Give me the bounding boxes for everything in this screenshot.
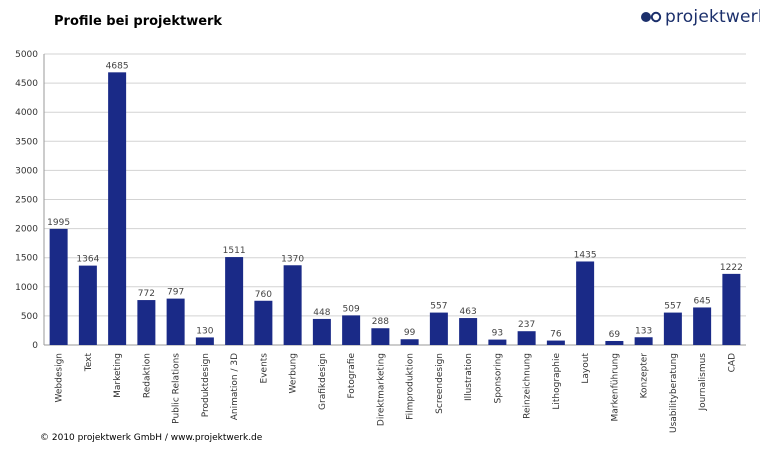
x-tick-label: Usabilityberatung: [669, 353, 679, 433]
x-tick-label: Fotografie: [347, 353, 357, 399]
x-tick-label: Grafikdesign: [318, 353, 328, 410]
copyright-footer: © 2010 projektwerk GmbH / www.projektwer…: [40, 433, 263, 443]
data-label: 130: [196, 326, 213, 336]
x-tick-label: Illustration: [464, 353, 474, 401]
x-tick-label: Sponsoring: [493, 353, 503, 403]
y-tick-label: 2500: [15, 196, 38, 206]
data-label: 448: [313, 308, 330, 318]
y-tick-label: 5000: [15, 50, 38, 60]
x-tick-label: Redaktion: [142, 353, 152, 398]
data-label: 1511: [223, 246, 246, 256]
bar: [195, 337, 214, 345]
data-label: 1435: [574, 250, 597, 260]
data-label: 93: [492, 329, 503, 339]
x-tick-label: Events: [259, 353, 269, 384]
y-tick-label: 4500: [15, 79, 38, 89]
data-label: 1364: [76, 255, 99, 265]
bar: [634, 337, 653, 345]
bar: [605, 340, 624, 345]
bar-chart: 0 500 1000 1500 2000 2500 3000 3500 4000 4500 5000…: [15, 50, 746, 433]
x-tick-label: Text: [84, 353, 94, 373]
bar: [254, 300, 273, 345]
data-label: 772: [138, 289, 155, 299]
x-tick-label: Journalismus: [698, 353, 708, 412]
data-label: 288: [372, 317, 389, 327]
data-label: 797: [167, 288, 184, 298]
data-label: 1995: [47, 218, 70, 228]
y-tick-label: 4000: [15, 108, 38, 118]
data-label: 4685: [106, 61, 129, 71]
bar: [693, 307, 712, 345]
bar: [342, 315, 361, 345]
chart-title: Profile bei projektwerk: [54, 14, 223, 29]
bar: [371, 328, 390, 345]
data-label: 557: [664, 302, 681, 312]
bar: [429, 312, 448, 345]
logo-text: projektwerk: [665, 7, 760, 27]
bar: [459, 318, 478, 345]
projektwerk-logo[interactable]: projektwerk: [640, 7, 760, 27]
bar: [49, 228, 68, 345]
x-tick-label: Screendesign: [435, 353, 445, 414]
y-tick-label: 3000: [15, 166, 38, 176]
x-tick-label: Layout: [581, 353, 591, 384]
data-label: 1222: [720, 263, 743, 273]
logo-circles-icon: [641, 11, 662, 23]
y-tick-label: 1500: [15, 254, 38, 264]
x-tick-label: Reinzeichnung: [523, 353, 533, 419]
x-tick-label: CAD: [727, 353, 737, 372]
data-label: 463: [460, 307, 477, 317]
data-label: 237: [518, 320, 535, 330]
data-label: 69: [609, 330, 621, 340]
x-tick-label: Webdesign: [55, 353, 65, 402]
x-tick-label: Werbung: [289, 353, 299, 393]
data-label: 99: [404, 328, 416, 338]
bar: [517, 331, 536, 345]
y-tick-label: 1000: [15, 283, 38, 293]
bar: [283, 265, 302, 345]
x-tick-label: Marketing: [113, 353, 123, 398]
x-tick-label: Filmproduktion: [406, 353, 416, 420]
bar: [225, 257, 244, 345]
data-label: 760: [255, 290, 272, 300]
x-tick-label: Lithographie: [552, 353, 562, 410]
bar: [108, 72, 127, 345]
bar: [546, 340, 565, 345]
data-label: 557: [430, 302, 447, 312]
y-tick-label: 3500: [15, 137, 38, 147]
x-tick-label: Konzepter: [640, 353, 650, 399]
y-tick-label: 0: [32, 341, 38, 351]
bar: [576, 261, 595, 345]
x-tick-label: Animation / 3D: [230, 353, 240, 420]
data-label: 509: [343, 304, 360, 314]
bar: [722, 273, 741, 345]
data-label: 76: [550, 330, 562, 340]
x-tick-label: Direktmarketing: [376, 353, 386, 426]
bar: [78, 265, 97, 345]
data-label: 645: [694, 296, 711, 306]
bar: [312, 318, 331, 345]
bar: [166, 298, 185, 345]
x-tick-label: Produktdesign: [201, 353, 211, 417]
x-tick-label: Markenführung: [610, 353, 620, 422]
bar: [137, 300, 156, 345]
bar: [488, 339, 507, 345]
data-label: 133: [635, 326, 652, 336]
bar: [663, 312, 682, 345]
y-tick-label: 500: [21, 312, 38, 322]
x-tick-label: Public Relations: [172, 353, 182, 424]
data-label: 1370: [281, 254, 304, 264]
bar: [400, 339, 419, 345]
y-tick-label: 2000: [15, 225, 38, 235]
